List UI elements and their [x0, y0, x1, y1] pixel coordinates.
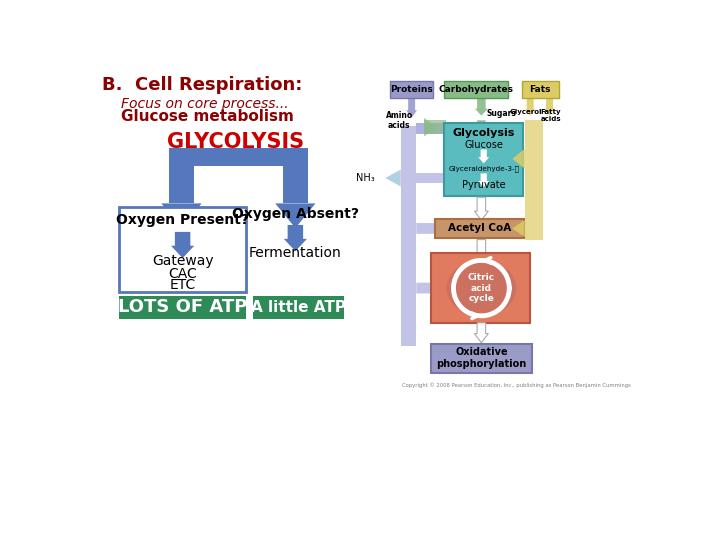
Polygon shape — [161, 204, 202, 228]
Polygon shape — [416, 173, 444, 184]
Polygon shape — [474, 120, 488, 137]
FancyBboxPatch shape — [401, 126, 416, 346]
FancyBboxPatch shape — [169, 148, 307, 166]
FancyBboxPatch shape — [435, 219, 524, 238]
Text: Citric
acid
cycle: Citric acid cycle — [468, 273, 495, 303]
Text: Acetyl CoA: Acetyl CoA — [448, 224, 511, 233]
Text: Fats: Fats — [529, 85, 551, 94]
Text: Glucose metabolism: Glucose metabolism — [121, 109, 294, 124]
Polygon shape — [284, 225, 307, 251]
Text: GLYCOLYSIS: GLYCOLYSIS — [167, 132, 305, 152]
Polygon shape — [478, 150, 489, 164]
FancyBboxPatch shape — [120, 207, 246, 292]
FancyBboxPatch shape — [253, 296, 344, 319]
FancyBboxPatch shape — [169, 166, 194, 204]
FancyBboxPatch shape — [424, 120, 446, 134]
Text: B.  Cell Respiration:: B. Cell Respiration: — [102, 76, 302, 94]
Text: Oxygen Absent?: Oxygen Absent? — [232, 207, 359, 221]
FancyBboxPatch shape — [444, 81, 508, 98]
Text: Copyright © 2008 Pearson Education, Inc., publishing as Pearson Benjamin Cumming: Copyright © 2008 Pearson Education, Inc.… — [402, 382, 631, 388]
FancyBboxPatch shape — [444, 123, 523, 195]
FancyBboxPatch shape — [120, 296, 246, 319]
Text: Fermentation: Fermentation — [249, 246, 342, 260]
Polygon shape — [416, 280, 441, 296]
Text: Glycerol: Glycerol — [510, 110, 543, 116]
Polygon shape — [525, 99, 535, 116]
Polygon shape — [416, 123, 444, 134]
Text: Gateway: Gateway — [152, 254, 213, 268]
Polygon shape — [513, 148, 525, 168]
Text: Glucose: Glucose — [464, 140, 503, 150]
Polygon shape — [474, 197, 488, 220]
Polygon shape — [416, 221, 444, 236]
Ellipse shape — [446, 260, 516, 316]
FancyBboxPatch shape — [525, 120, 544, 240]
Polygon shape — [171, 232, 194, 258]
FancyBboxPatch shape — [390, 81, 433, 98]
Text: Glyceraldehyde-3-Ⓟ: Glyceraldehyde-3-Ⓟ — [448, 165, 519, 172]
Polygon shape — [474, 99, 488, 116]
Text: ETC: ETC — [169, 278, 196, 292]
Polygon shape — [424, 118, 438, 137]
Polygon shape — [385, 170, 401, 186]
FancyBboxPatch shape — [522, 81, 559, 98]
FancyBboxPatch shape — [431, 253, 530, 323]
Text: NH₃: NH₃ — [356, 173, 374, 183]
Polygon shape — [513, 220, 525, 237]
Text: Amino
acids: Amino acids — [386, 111, 413, 130]
Text: CAC: CAC — [168, 267, 197, 281]
Text: A little ATP: A little ATP — [251, 300, 346, 315]
Text: Fatty
acids: Fatty acids — [541, 110, 562, 123]
Text: Focus on core process...: Focus on core process... — [121, 97, 289, 111]
Text: Glycolysis: Glycolysis — [452, 128, 515, 138]
Text: LOTS OF ATP: LOTS OF ATP — [118, 298, 247, 316]
FancyBboxPatch shape — [283, 166, 307, 204]
Text: Pyruvate: Pyruvate — [462, 179, 505, 190]
Polygon shape — [544, 99, 554, 116]
Text: Sugars: Sugars — [486, 110, 516, 118]
Polygon shape — [474, 323, 488, 343]
Text: Carbohydrates: Carbohydrates — [438, 85, 513, 94]
Polygon shape — [275, 204, 315, 228]
Text: Proteins: Proteins — [390, 85, 433, 94]
FancyBboxPatch shape — [416, 123, 444, 134]
Polygon shape — [474, 240, 488, 262]
Text: Oxygen Present?: Oxygen Present? — [116, 213, 249, 227]
Text: Oxidative
phosphorylation: Oxidative phosphorylation — [436, 347, 526, 369]
Polygon shape — [406, 99, 417, 118]
FancyBboxPatch shape — [431, 343, 532, 373]
Polygon shape — [478, 173, 489, 187]
